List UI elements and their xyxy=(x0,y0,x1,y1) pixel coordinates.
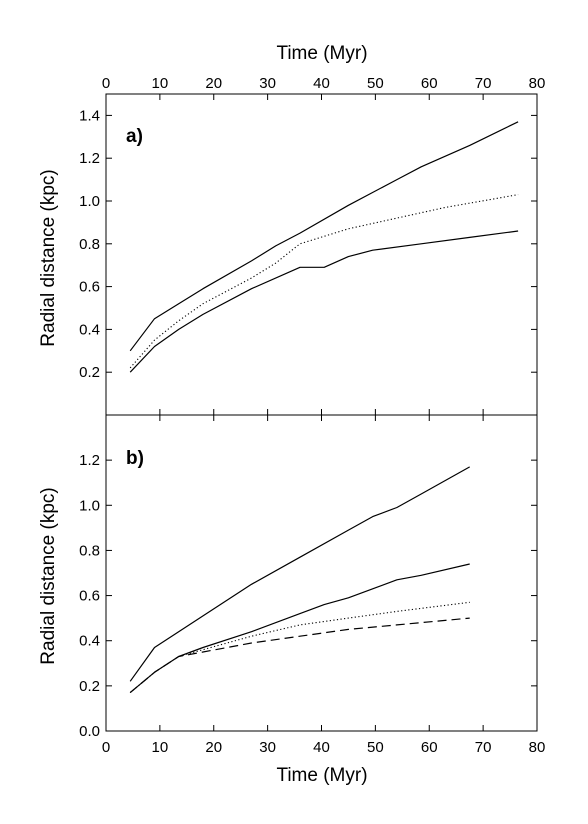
top-x-tick-label: 0 xyxy=(102,75,110,92)
panel-b-y-tick-label: 1.2 xyxy=(79,452,100,469)
panel-a-series-1-solid-line xyxy=(129,121,519,352)
panel-a-y-tick-label: 1.4 xyxy=(79,107,100,124)
bottom-x-tick-label: 20 xyxy=(205,739,222,756)
panel-a-ticks: 0 10 20 30 40 50 60 70 80 0.2 0.4 0.6 0.8 1.0 1.2 1.4 xyxy=(79,75,545,415)
panel-b-y-tick-label: 0.0 xyxy=(79,723,100,740)
panel-a-y-tick-label: 0.8 xyxy=(79,236,100,253)
panel-b-y-axis-title: Radial distance (kpc) xyxy=(38,487,59,664)
bottom-x-tick-label: 0 xyxy=(102,739,110,756)
panel-a-y-tick-label: 0.6 xyxy=(79,279,100,296)
panel-a-y-tick-label: 0.4 xyxy=(79,321,100,338)
panel-a-series-3-solid-line xyxy=(129,230,519,373)
panel-a-y-tick-label: 1.2 xyxy=(79,150,100,167)
top-x-tick-label: 80 xyxy=(529,75,546,92)
top-x-tick-label: 10 xyxy=(152,75,169,92)
top-x-tick-label: 50 xyxy=(367,75,384,92)
panel-b-y-tick-label: 0.6 xyxy=(79,588,100,605)
top-x-axis-title: Time (Myr) xyxy=(276,43,367,64)
bottom-x-tick-label: 40 xyxy=(313,739,330,756)
panel-b-series-4-dashed-line xyxy=(129,617,470,694)
panel-a-series xyxy=(129,121,519,373)
panel-b-y-tick-label: 1.0 xyxy=(79,497,100,514)
bottom-x-tick-label: 50 xyxy=(367,739,384,756)
top-x-tick-label: 20 xyxy=(205,75,222,92)
bottom-x-tick-label: 70 xyxy=(475,739,492,756)
panel-b-y-tick-label: 0.2 xyxy=(79,678,100,695)
panel-b-ticks: 0 10 20 30 40 50 60 70 80 0.0 0.2 0.4 0.6 0.8 1.0 1.2 xyxy=(79,415,545,756)
panel-b-series-2-solid-line xyxy=(129,563,470,694)
top-x-tick-label: 70 xyxy=(475,75,492,92)
panel-a-y-tick-label: 0.2 xyxy=(79,364,100,381)
top-x-tick-label: 60 xyxy=(421,75,438,92)
panel-b-series-1-solid-line xyxy=(129,466,470,682)
panel-a-series-2-dotted-line xyxy=(129,194,519,369)
top-x-tick-label: 30 xyxy=(259,75,276,92)
panel-a-y-axis-title: Radial distance (kpc) xyxy=(38,169,59,346)
bottom-x-tick-label: 80 xyxy=(529,739,546,756)
bottom-x-axis-title: Time (Myr) xyxy=(276,765,367,786)
panel-b-frame xyxy=(105,414,538,732)
panel-b-y-tick-label: 0.4 xyxy=(79,633,100,650)
panel-b-label: b) xyxy=(126,448,144,469)
bottom-x-tick-label: 10 xyxy=(152,739,169,756)
panel-a-frame xyxy=(105,93,538,416)
panel-a-label: a) xyxy=(126,126,143,147)
panel-b-series-3-dotted-line xyxy=(129,601,470,694)
top-x-tick-label: 40 xyxy=(313,75,330,92)
panel-b-y-tick-label: 0.8 xyxy=(79,542,100,559)
bottom-x-tick-label: 60 xyxy=(421,739,438,756)
panel-b-series xyxy=(129,466,470,694)
bottom-x-tick-label: 30 xyxy=(259,739,276,756)
panel-a-y-tick-label: 1.0 xyxy=(79,193,100,210)
